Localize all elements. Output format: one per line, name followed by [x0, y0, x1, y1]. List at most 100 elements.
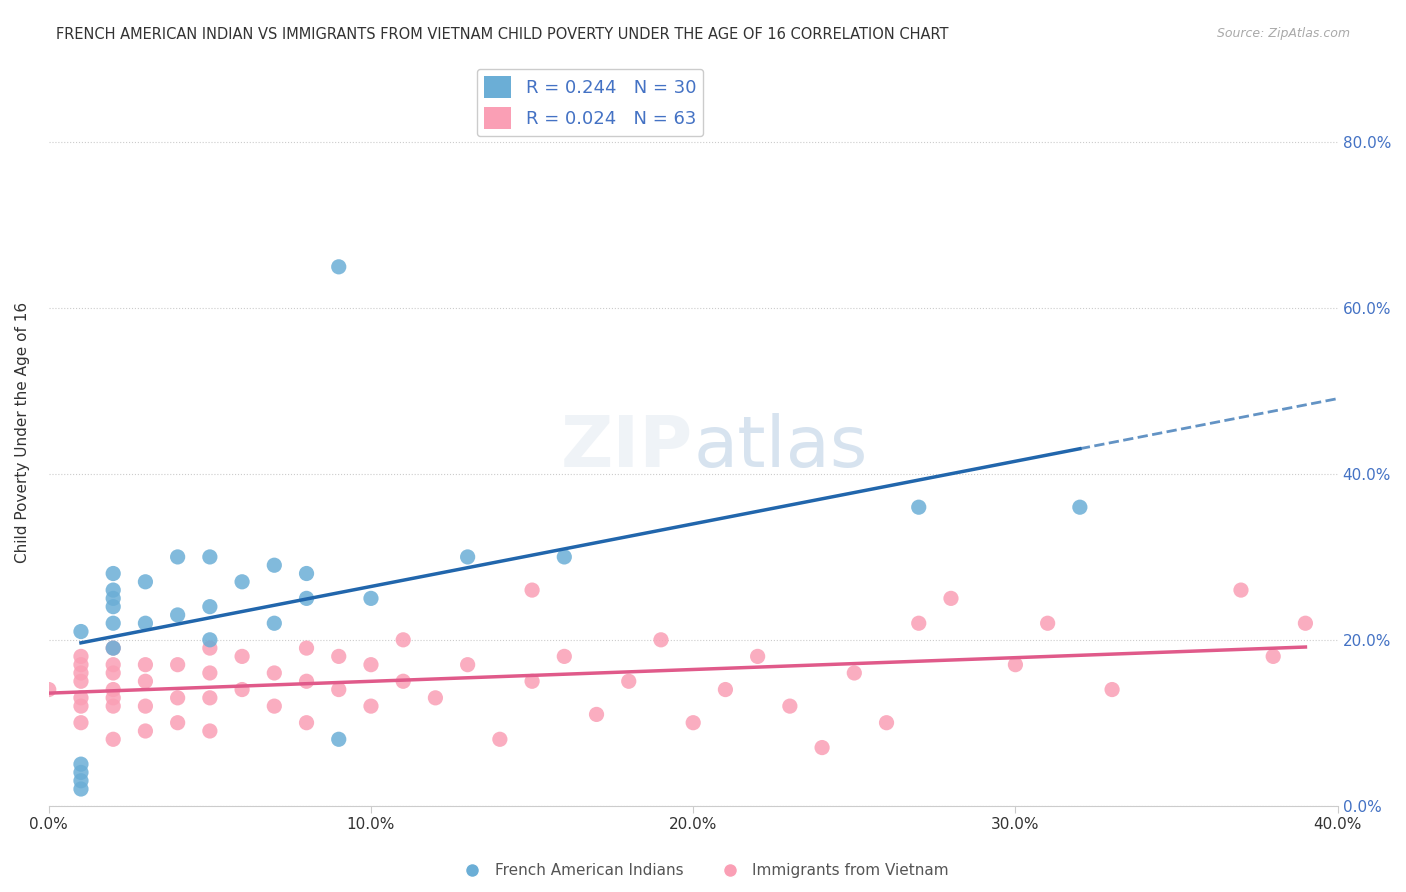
Point [328, 260, 350, 274]
Point [520, 674, 543, 689]
Point [103, 690, 125, 705]
Point [392, 632, 415, 647]
Point [714, 682, 737, 697]
Point [103, 641, 125, 656]
Point [295, 641, 318, 656]
Point [70, 624, 93, 639]
Point [103, 699, 125, 714]
Point [520, 583, 543, 598]
Point [70, 782, 93, 797]
Point [70, 715, 93, 730]
Point [134, 724, 156, 739]
Point [198, 549, 221, 564]
Point [231, 649, 253, 664]
Text: Source: ZipAtlas.com: Source: ZipAtlas.com [1216, 27, 1350, 40]
Point [747, 649, 769, 664]
Point [1101, 682, 1123, 697]
Point [198, 632, 221, 647]
Point [844, 665, 866, 680]
Point [70, 665, 93, 680]
Point [1263, 649, 1285, 664]
Point [360, 699, 382, 714]
Point [103, 665, 125, 680]
Point [1294, 616, 1316, 631]
Text: FRENCH AMERICAN INDIAN VS IMMIGRANTS FROM VIETNAM CHILD POVERTY UNDER THE AGE OF: FRENCH AMERICAN INDIAN VS IMMIGRANTS FRO… [56, 27, 949, 42]
Point [876, 715, 898, 730]
Point [811, 740, 834, 755]
Point [231, 682, 253, 697]
Point [1069, 500, 1091, 515]
Point [295, 674, 318, 689]
Point [263, 558, 285, 573]
Text: ZIP: ZIP [561, 413, 693, 482]
Point [457, 549, 479, 564]
Legend: French American Indians, Immigrants from Vietnam: French American Indians, Immigrants from… [451, 857, 955, 884]
Point [134, 699, 156, 714]
Point [134, 657, 156, 672]
Point [553, 649, 575, 664]
Legend: R = 0.244   N = 30, R = 0.024   N = 63: R = 0.244 N = 30, R = 0.024 N = 63 [477, 69, 703, 136]
Point [263, 616, 285, 631]
Point [103, 599, 125, 614]
Y-axis label: Child Poverty Under the Age of 16: Child Poverty Under the Age of 16 [15, 302, 30, 563]
Point [1036, 616, 1059, 631]
Point [38, 682, 60, 697]
Point [457, 657, 479, 672]
Point [1004, 657, 1026, 672]
Point [360, 591, 382, 606]
Point [103, 566, 125, 581]
Point [295, 591, 318, 606]
Point [103, 732, 125, 747]
Point [166, 549, 188, 564]
Point [70, 649, 93, 664]
Point [198, 665, 221, 680]
Point [907, 500, 929, 515]
Point [939, 591, 962, 606]
Point [682, 715, 704, 730]
Point [103, 591, 125, 606]
Point [263, 699, 285, 714]
Point [103, 616, 125, 631]
Point [166, 690, 188, 705]
Point [70, 690, 93, 705]
Point [360, 657, 382, 672]
Point [134, 674, 156, 689]
Point [70, 757, 93, 772]
Point [295, 566, 318, 581]
Point [650, 632, 672, 647]
Point [166, 657, 188, 672]
Point [134, 574, 156, 589]
Point [617, 674, 640, 689]
Text: atlas: atlas [693, 413, 868, 482]
Point [585, 707, 607, 722]
Point [295, 715, 318, 730]
Point [198, 690, 221, 705]
Point [553, 549, 575, 564]
Point [103, 641, 125, 656]
Point [103, 682, 125, 697]
Point [166, 715, 188, 730]
Point [103, 583, 125, 598]
Point [70, 674, 93, 689]
Point [907, 616, 929, 631]
Point [103, 657, 125, 672]
Point [328, 682, 350, 697]
Point [134, 616, 156, 631]
Point [70, 773, 93, 788]
Point [328, 649, 350, 664]
Point [328, 732, 350, 747]
Point [231, 574, 253, 589]
Point [1230, 583, 1253, 598]
Point [263, 665, 285, 680]
Point [425, 690, 447, 705]
Point [166, 607, 188, 622]
Point [198, 724, 221, 739]
Point [70, 657, 93, 672]
Point [198, 599, 221, 614]
Point [70, 765, 93, 780]
Point [198, 641, 221, 656]
Point [779, 699, 801, 714]
Point [489, 732, 512, 747]
Point [392, 674, 415, 689]
Point [70, 699, 93, 714]
